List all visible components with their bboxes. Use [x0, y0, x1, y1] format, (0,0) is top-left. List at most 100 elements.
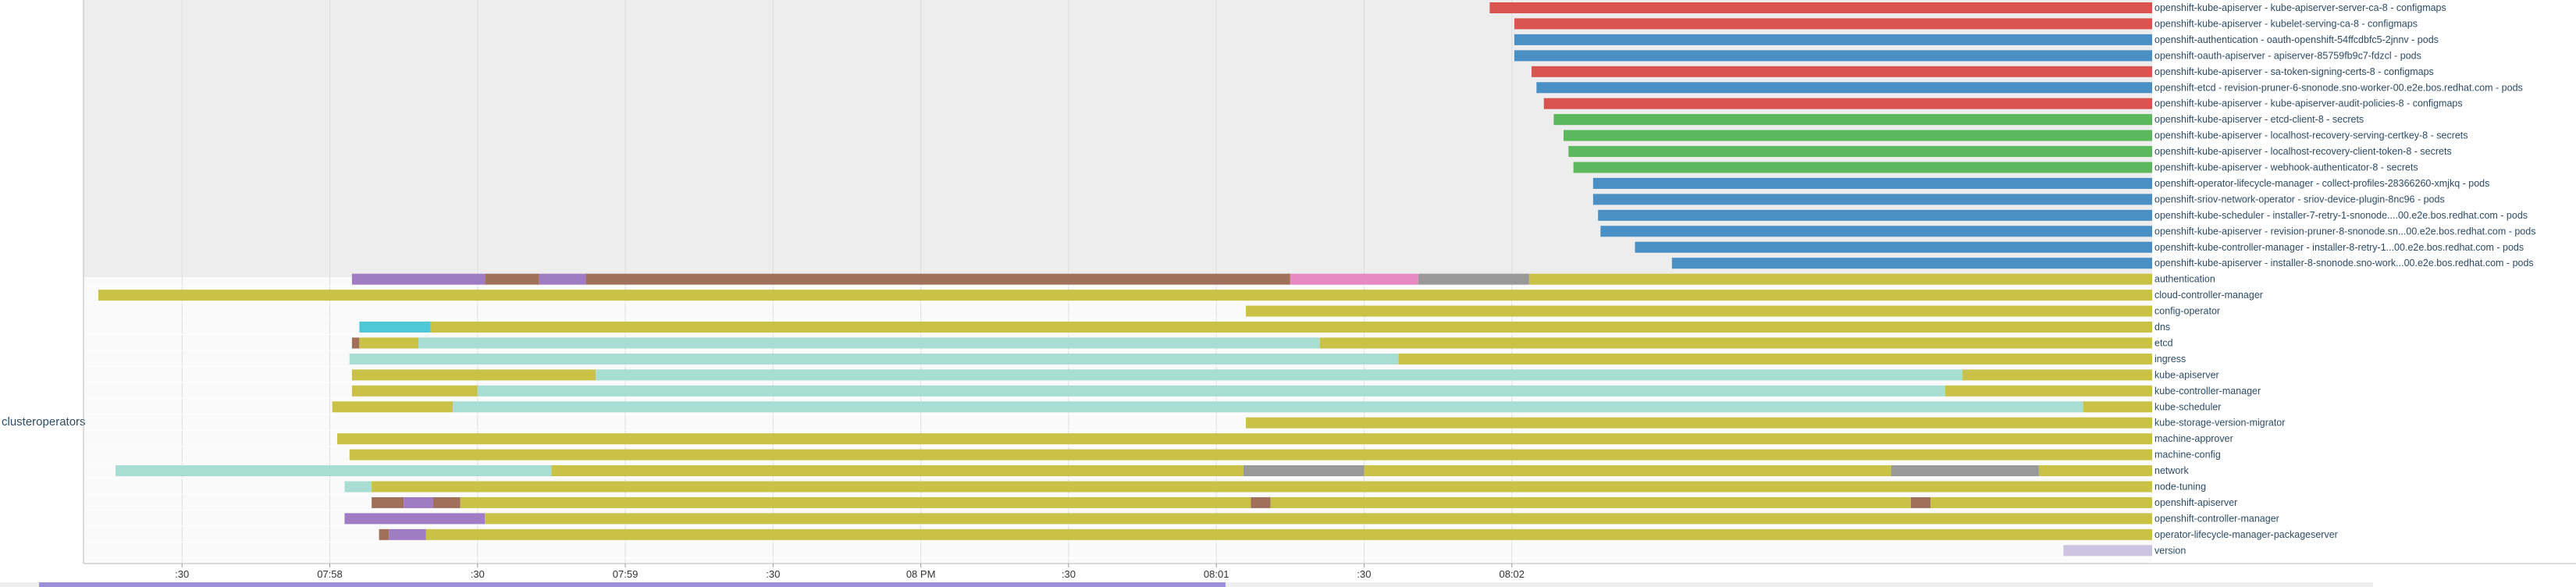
- timeline-bar-segment[interactable]: [1635, 241, 2153, 253]
- timeline-bar-segment[interactable]: [359, 337, 419, 349]
- x-tick-label: :30: [1357, 568, 1371, 580]
- row-label: config-operator: [2154, 306, 2220, 317]
- row-label: openshift-sriov-network-operator - sriov…: [2154, 194, 2445, 205]
- timeline-bar-segment[interactable]: [116, 465, 552, 477]
- timeline-bar-segment[interactable]: [453, 401, 2083, 413]
- timeline-bar-segment[interactable]: [1564, 130, 2152, 141]
- timeline-bar-segment[interactable]: [2063, 545, 2152, 557]
- timeline-bars: [98, 2, 2153, 557]
- timeline-bar-segment[interactable]: [351, 273, 486, 285]
- timeline-bar-segment[interactable]: [585, 273, 1290, 285]
- timeline-bar-segment[interactable]: [485, 273, 539, 285]
- timeline-bar-segment[interactable]: [596, 369, 1963, 381]
- timeline-bar-segment[interactable]: [1514, 18, 2152, 30]
- timeline-bar-segment[interactable]: [1573, 162, 2152, 173]
- timeline-bar-segment[interactable]: [1514, 34, 2152, 45]
- x-tick-label: 08:02: [1499, 568, 1525, 580]
- timeline-bar-segment[interactable]: [1251, 496, 1271, 508]
- x-tick-label: 08 PM: [906, 568, 936, 580]
- timeline-bar-segment[interactable]: [1592, 177, 2152, 189]
- timeline-bar-segment[interactable]: [389, 528, 426, 540]
- timeline-bar-segment[interactable]: [1398, 353, 2152, 365]
- timeline-bar-segment[interactable]: [418, 337, 1320, 349]
- row-label: kube-controller-manager: [2154, 386, 2261, 397]
- row-label: openshift-kube-apiserver - revision-prun…: [2154, 226, 2535, 237]
- row-label: authentication: [2154, 274, 2215, 285]
- row-label: kube-apiserver: [2154, 369, 2219, 380]
- timeline-bar-segment[interactable]: [1270, 496, 1911, 508]
- timeline-bar-segment[interactable]: [425, 528, 2152, 540]
- timeline-bar-segment[interactable]: [430, 322, 2153, 333]
- x-tick-label: 07:59: [613, 568, 639, 580]
- timeline-bar-segment[interactable]: [485, 513, 2153, 525]
- timeline-bar-segment[interactable]: [1891, 465, 2039, 477]
- timeline-bar-segment[interactable]: [1568, 146, 2152, 158]
- row-label: cloud-controller-manager: [2154, 290, 2263, 301]
- timeline-bar-segment[interactable]: [1962, 369, 2152, 381]
- timeline-bar-segment[interactable]: [336, 433, 2153, 445]
- time-scrubber-thumb[interactable]: [39, 582, 1226, 587]
- row-label: node-tuning: [2154, 482, 2206, 493]
- timeline-bar-segment[interactable]: [344, 513, 486, 525]
- row-label: dns: [2154, 322, 2170, 333]
- x-axis-ticks: :30 07:58:30 07:59:30 08 PM:30 08:01:30 08:02: [175, 564, 1525, 580]
- timeline-bar-segment[interactable]: [351, 337, 360, 349]
- timeline-bar-segment[interactable]: [2038, 465, 2152, 477]
- timeline-bar-segment[interactable]: [2083, 401, 2152, 413]
- timeline-bar-segment[interactable]: [1246, 305, 2152, 317]
- timeline-bar-segment[interactable]: [1489, 2, 2152, 13]
- x-tick-label: :30: [175, 568, 189, 580]
- row-label: openshift-controller-manager: [2154, 513, 2279, 524]
- timeline-bar-segment[interactable]: [1528, 273, 2152, 285]
- timeline-bar-segment[interactable]: [1910, 496, 1931, 508]
- timeline-bar-segment[interactable]: [351, 369, 596, 381]
- timeline-bar-segment[interactable]: [1364, 465, 1891, 477]
- timeline-bar-segment[interactable]: [1319, 337, 2152, 349]
- timeline-bar-segment[interactable]: [1600, 226, 2152, 237]
- x-tick-label: :30: [766, 568, 780, 580]
- timeline-bar-segment[interactable]: [98, 290, 2153, 301]
- row-label: etcd: [2154, 337, 2173, 348]
- timeline-bar-segment[interactable]: [1945, 385, 2152, 397]
- timeline-bar-segment[interactable]: [1536, 82, 2152, 94]
- timeline-bar-segment[interactable]: [1592, 194, 2152, 205]
- timeline-bar-segment[interactable]: [351, 385, 478, 397]
- timeline-bar-segment[interactable]: [539, 273, 586, 285]
- timeline-bar-segment[interactable]: [1418, 273, 1529, 285]
- timeline-bar-segment[interactable]: [404, 496, 433, 508]
- timeline-bar-segment[interactable]: [1671, 258, 2152, 269]
- row-labels: openshift-kube-apiserver - kube-apiserve…: [2154, 2, 2535, 556]
- timeline-bar-segment[interactable]: [1243, 465, 1364, 477]
- timeline-bar-segment[interactable]: [460, 496, 1251, 508]
- timeline-bar-segment[interactable]: [332, 401, 454, 413]
- timeline-bar-segment[interactable]: [1930, 496, 2152, 508]
- timeline-bar-segment[interactable]: [372, 481, 2152, 493]
- timeline-bar-segment[interactable]: [379, 528, 390, 540]
- timeline-bar-segment[interactable]: [1553, 114, 2152, 126]
- timeline-bar-segment[interactable]: [372, 496, 404, 508]
- timeline-bar-segment[interactable]: [344, 481, 372, 493]
- row-label: openshift-kube-apiserver - webhook-authe…: [2154, 162, 2418, 173]
- row-label: openshift-kube-apiserver - installer-8-s…: [2154, 258, 2534, 269]
- row-label: openshift-kube-apiserver - kubelet-servi…: [2154, 18, 2418, 29]
- row-label: openshift-kube-apiserver - sa-token-sign…: [2154, 66, 2434, 77]
- timeline-bar-segment[interactable]: [349, 449, 2152, 461]
- timeline-bar-segment[interactable]: [1290, 273, 1418, 285]
- timeline-bar-segment[interactable]: [432, 496, 461, 508]
- timeline-bar-segment[interactable]: [1246, 417, 2152, 429]
- timeline-bar-segment[interactable]: [359, 322, 431, 333]
- x-tick-label: 08:01: [1204, 568, 1229, 580]
- timeline-bar-segment[interactable]: [349, 353, 1399, 365]
- row-label: openshift-kube-apiserver - kube-apiserve…: [2154, 98, 2463, 109]
- timeline-bar-segment[interactable]: [1598, 209, 2152, 221]
- timeline-bar-segment[interactable]: [1532, 66, 2152, 77]
- timeline-bar-segment[interactable]: [477, 385, 1945, 397]
- row-label: openshift-kube-apiserver - etcd-client-8…: [2154, 114, 2364, 125]
- x-tick-label: 07:58: [317, 568, 343, 580]
- timeline-bar-segment[interactable]: [1514, 50, 2152, 62]
- row-label: openshift-etcd - revision-pruner-6-snono…: [2154, 82, 2523, 93]
- timeline-bar-segment[interactable]: [1543, 98, 2152, 109]
- row-label: openshift-kube-apiserver - localhost-rec…: [2154, 130, 2468, 141]
- timeline-bar-segment[interactable]: [551, 465, 1244, 477]
